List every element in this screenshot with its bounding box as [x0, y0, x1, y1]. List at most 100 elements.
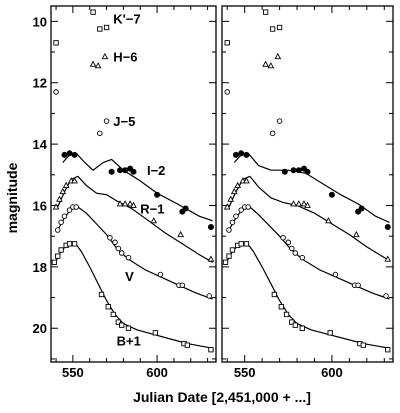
- point-j-5-2: [276, 118, 283, 124]
- point-v-14: [383, 293, 389, 299]
- point-r-1-3: [62, 181, 70, 188]
- point-j-5-2: [103, 118, 110, 124]
- y-tick-label-16: 16: [33, 198, 47, 213]
- point-j-5-1: [97, 130, 103, 137]
- point-i-2-0: [232, 151, 239, 158]
- point-b-1-9: [289, 319, 295, 325]
- point-k-7-3: [276, 24, 283, 31]
- point-r-1-9: [304, 201, 311, 208]
- point-k-7-1: [90, 9, 96, 15]
- point-k-7-3: [103, 24, 110, 31]
- point-i-2-4: [290, 167, 297, 174]
- point-b-1-15: [208, 347, 214, 353]
- point-v-11: [157, 271, 164, 278]
- point-v-0: [54, 227, 61, 233]
- point-i-2-7: [130, 168, 137, 175]
- point-i-2-5: [295, 167, 302, 174]
- point-r-1-6: [116, 200, 124, 207]
- point-b-1-12: [327, 330, 333, 336]
- plot-frame: [50, 5, 217, 363]
- point-r-1-1: [56, 195, 63, 202]
- point-i-2-3: [108, 168, 115, 175]
- x-tick-label-600: 600: [321, 365, 343, 380]
- point-b-1-14: [184, 342, 191, 348]
- point-r-1-11: [177, 230, 184, 238]
- point-k-7-0: [224, 40, 230, 46]
- point-b-1-10: [119, 322, 125, 328]
- point-j-5-0: [53, 89, 59, 95]
- model-curve-r-1: [228, 175, 390, 262]
- point-r-1-5: [243, 177, 250, 184]
- point-k-7-2: [97, 26, 103, 32]
- point-b-1-0: [51, 259, 58, 265]
- point-i-2-11: [207, 223, 214, 230]
- y-tick-label-18: 18: [33, 260, 47, 275]
- point-v-14: [206, 293, 213, 299]
- x-tick-label-550: 550: [234, 365, 256, 380]
- point-v-10: [299, 254, 306, 261]
- point-r-1-7: [121, 200, 129, 207]
- point-v-13: [355, 282, 361, 289]
- point-i-2-3: [281, 168, 288, 175]
- point-v-2: [61, 213, 68, 219]
- point-b-1-4: [66, 241, 73, 247]
- point-r-1-10: [325, 217, 332, 224]
- point-b-1-11: [299, 325, 305, 331]
- point-r-1-12: [384, 255, 392, 262]
- band-label-j-5: J−5: [113, 114, 135, 129]
- point-v-2: [233, 213, 239, 219]
- model-curve-b-1: [53, 241, 213, 349]
- panel-left: 550 600 10 12 14 16 18 20 K'−7 H−6 J−5 I−2 R−1 V B+1: [33, 5, 217, 380]
- point-h-6-2: [101, 52, 109, 60]
- point-v-8: [115, 245, 122, 252]
- point-i-2-10: [182, 205, 189, 212]
- point-i-2-8: [154, 191, 161, 198]
- point-v-9: [292, 250, 299, 256]
- point-r-1-12: [207, 255, 215, 262]
- point-i-2-1: [238, 150, 245, 157]
- point-v-8: [289, 245, 295, 252]
- point-r-1-1: [227, 195, 235, 202]
- point-v-3: [238, 207, 244, 213]
- point-i-2-7: [304, 168, 311, 175]
- model-curve-i-2: [62, 152, 213, 222]
- band-label-v: V: [125, 269, 134, 284]
- point-v-10: [125, 254, 132, 261]
- point-r-1-10: [150, 217, 158, 224]
- point-b-1-6: [271, 291, 277, 298]
- point-r-1-3: [234, 181, 242, 188]
- x-axis-label: Julian Date [2,451,000 + ...]: [133, 389, 311, 405]
- point-b-1-2: [58, 247, 64, 253]
- point-r-1-5: [71, 177, 78, 184]
- point-r-1-2: [59, 187, 67, 195]
- point-h-6-0: [262, 60, 269, 67]
- y-tick-label-10: 10: [33, 14, 47, 29]
- model-curve-v: [57, 206, 213, 300]
- model-curve-b-1: [224, 241, 390, 349]
- point-b-1-8: [283, 311, 290, 318]
- point-b-1-9: [115, 319, 121, 325]
- point-h-6-0: [89, 60, 97, 67]
- y-tick-label-20: 20: [33, 321, 47, 336]
- point-b-1-2: [229, 247, 236, 253]
- point-r-1-9: [130, 201, 137, 208]
- point-v-6: [107, 234, 113, 241]
- point-b-1-1: [226, 253, 232, 259]
- point-b-1-8: [110, 311, 116, 318]
- point-b-1-10: [292, 322, 298, 328]
- point-i-2-11: [384, 223, 391, 230]
- point-v-0: [226, 227, 232, 233]
- plot-frame: [221, 5, 394, 363]
- point-v-7: [112, 239, 118, 246]
- band-label-k-7: K'−7: [113, 11, 140, 26]
- point-k-7-2: [269, 26, 276, 32]
- band-label-h-6: H−6: [113, 50, 137, 65]
- point-r-1-0: [52, 203, 60, 210]
- point-b-1-7: [278, 304, 284, 310]
- point-b-1-5: [71, 241, 78, 247]
- point-i-2-4: [117, 167, 124, 174]
- point-b-1-7: [105, 304, 111, 310]
- model-curve-r-1: [57, 175, 213, 263]
